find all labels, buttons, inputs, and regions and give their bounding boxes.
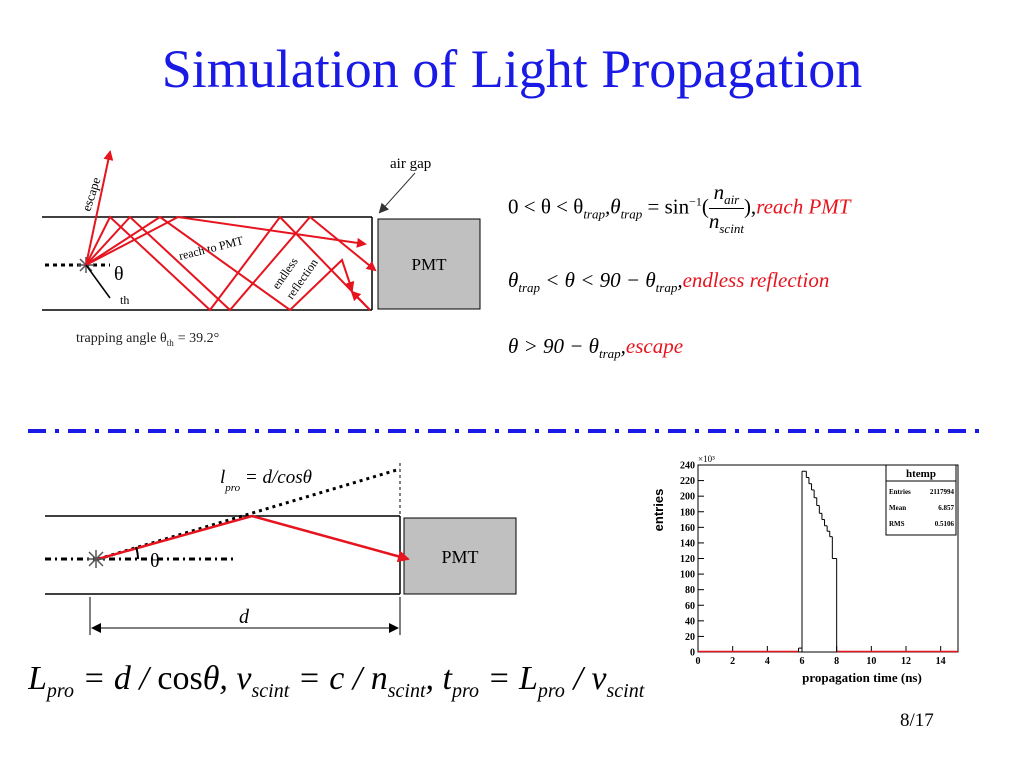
y-tick-label: 0	[690, 648, 695, 659]
stat-label: Entries	[889, 488, 911, 496]
y-tick-label: 180	[680, 507, 695, 518]
propagation-diagram: PMT θ lpro = d/cosθ d	[45, 463, 517, 635]
equation-endless-reflection: θtrap < θ < 90 − θtrap,endless reflectio…	[508, 268, 830, 296]
y-tick-label: 60	[685, 601, 695, 612]
propagation-equation: Lpro = d / cosθ, vscint = c / nscint, tp…	[28, 660, 645, 702]
y-tick-label: 240	[680, 461, 695, 472]
air-gap-label: air gap	[390, 156, 431, 172]
x-tick-label: 12	[901, 656, 911, 667]
escape-label-eq: escape	[625, 334, 684, 358]
stat-label: RMS	[889, 520, 905, 528]
stats-box: htemp Entries 2117994 Mean 6.857 RMS 0.5…	[885, 464, 957, 536]
stat-value: 6.857	[938, 504, 954, 512]
refraction-fraction: nair nscint	[708, 180, 744, 237]
x-tick-label: 4	[765, 656, 770, 667]
stat-label: Mean	[889, 504, 906, 512]
y-tick-label: 200	[680, 492, 695, 503]
theta2-label: θ	[150, 550, 160, 572]
escape-ray	[85, 150, 114, 266]
reach-pmt-ray	[85, 215, 367, 266]
y-tick-label: 80	[685, 585, 695, 596]
lpro-label: lpro = d/cosθ	[220, 467, 312, 494]
y-tick-label: 160	[680, 523, 695, 534]
histogram-ylabel: entries	[651, 489, 666, 532]
histogram-xlabel: propagation time (ns)	[802, 670, 922, 685]
d-label: d	[239, 606, 250, 628]
endless-ray-1	[85, 215, 377, 312]
x-tick-label: 0	[696, 656, 701, 667]
propagation-time-histogram: entries ×10³ propagation time (ns) 02040…	[646, 450, 966, 695]
trapping-diagram: PMT air gap escape reach to PMT endless …	[42, 150, 481, 348]
air-gap-arrow	[378, 172, 416, 214]
y-tick-label: 40	[685, 616, 695, 627]
page-number: 8/17	[900, 710, 934, 731]
y-tick-label: 220	[680, 476, 695, 487]
stats-title: htemp	[906, 468, 936, 480]
y-tick-label: 100	[680, 570, 695, 581]
propagation-ray	[97, 514, 410, 563]
y-multiplier: ×10³	[698, 454, 715, 464]
equation-reach-pmt: 0 < θ < θtrap,θtrap = sin−1(nair nscint),…	[508, 180, 851, 237]
section-divider	[28, 429, 988, 433]
endless-ray-3	[85, 215, 371, 312]
endless-ray-2	[85, 215, 355, 312]
y-tick-label: 140	[680, 538, 695, 549]
stat-value: 0.5106	[935, 520, 955, 528]
x-tick-label: 8	[834, 656, 839, 667]
y-tick-label: 20	[685, 632, 695, 643]
page-title: Simulation of Light Propagation	[161, 39, 863, 99]
light-source-star-2	[87, 550, 105, 568]
angle-line	[85, 264, 111, 299]
theta-th-label: θ	[114, 263, 124, 285]
x-tick-label: 10	[866, 656, 876, 667]
trapping-angle-text: trapping angle θth = 39.2°	[76, 331, 219, 348]
theta-th-subscript: th	[120, 293, 129, 307]
pmt2-box	[403, 517, 517, 595]
endless-reflection-label: endless reflection	[682, 268, 830, 292]
x-tick-label: 14	[936, 656, 946, 667]
pmt2-label: PMT	[441, 547, 478, 567]
pmt-label: PMT	[412, 255, 448, 274]
stat-value: 2117994	[930, 488, 955, 496]
reach-pmt-label: reach PMT	[756, 194, 851, 219]
x-tick-label: 6	[800, 656, 805, 667]
x-tick-label: 2	[730, 656, 735, 667]
pmt-box	[377, 218, 481, 310]
y-tick-label: 120	[680, 554, 695, 565]
escape-label: escape	[79, 175, 104, 213]
angle-arc	[135, 546, 139, 560]
equation-escape: θ > 90 − θtrap,escape	[508, 334, 684, 362]
